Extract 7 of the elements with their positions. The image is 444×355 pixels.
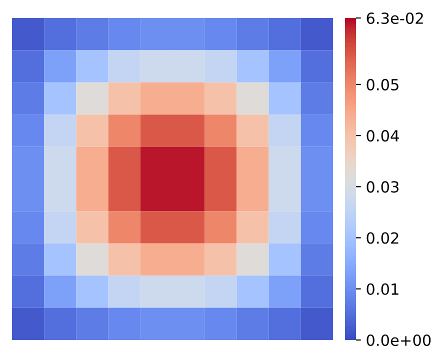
color-bar-label: 6.3e-02 bbox=[366, 12, 423, 24]
color-bar-label: 0.05 bbox=[366, 78, 398, 90]
color-bar-label: 0.02 bbox=[366, 232, 398, 244]
color-bar-label: 0.01 bbox=[366, 283, 398, 295]
color-bar-label: 0.04 bbox=[366, 130, 399, 142]
color-bar-label: 0.0e+00 bbox=[366, 334, 431, 346]
color-bar-label: 0.03 bbox=[366, 181, 399, 193]
